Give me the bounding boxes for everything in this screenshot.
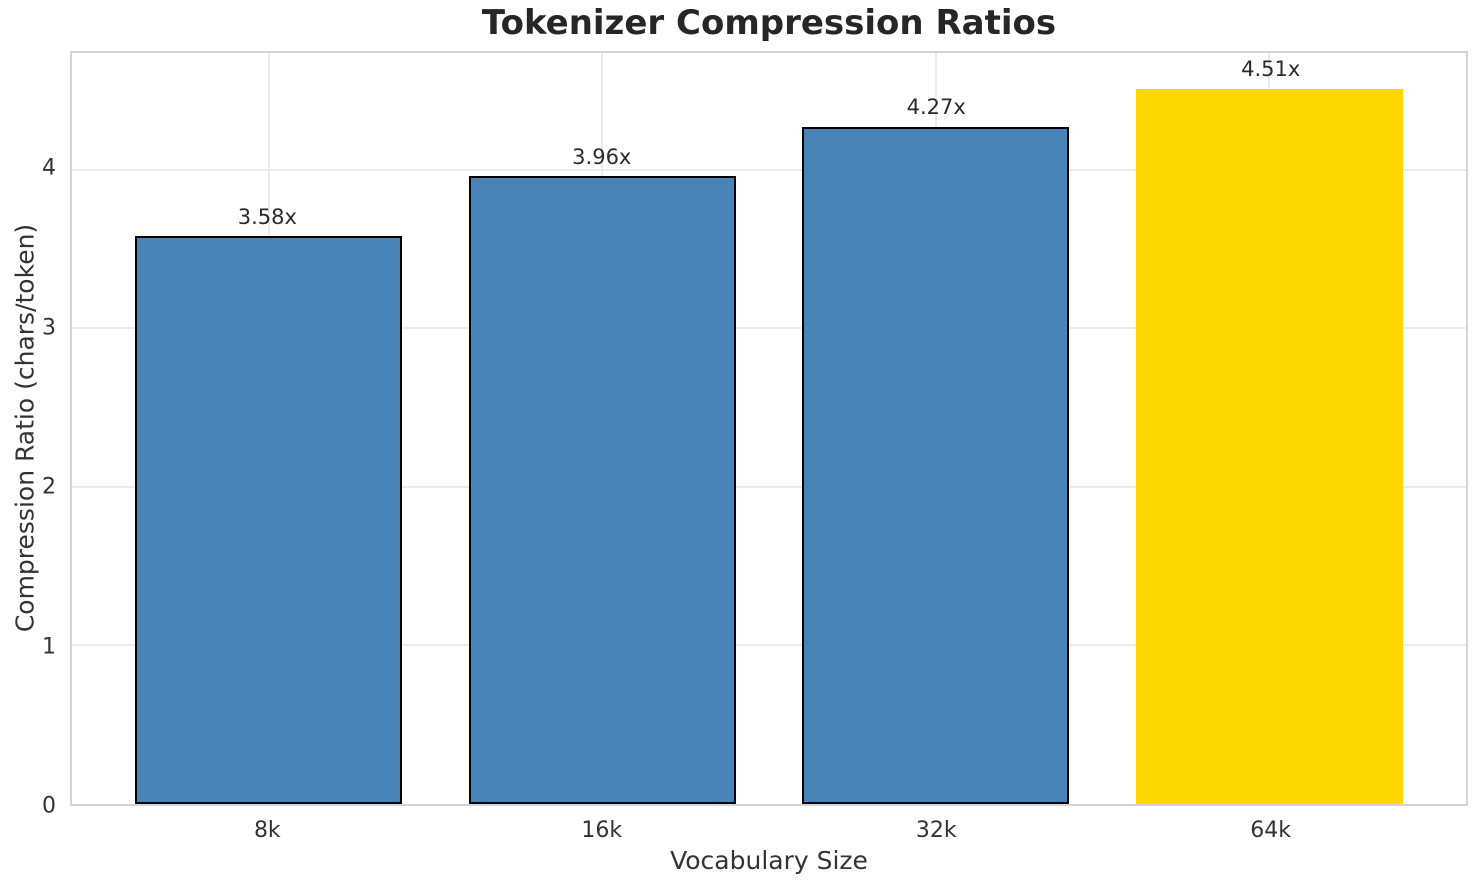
y-axis-label: Compression Ratio (chars/token): [10, 223, 40, 633]
bar-64k: [1135, 88, 1403, 804]
gridline-horizontal: [72, 485, 1466, 488]
bar-value-label: 4.27x: [906, 95, 966, 120]
x-tick-label: 8k: [253, 818, 281, 843]
x-tick-label: 64k: [1250, 818, 1292, 843]
y-tick-label: 0: [42, 793, 56, 819]
bar-value-label: 3.96x: [572, 144, 632, 169]
y-tick-label: 1: [42, 634, 56, 660]
gridline-horizontal: [72, 327, 1466, 330]
bar-layer: [72, 53, 1466, 804]
bar-value-label: 4.51x: [1241, 57, 1301, 82]
bar-value-label: 3.58x: [237, 205, 297, 230]
plot-area: [70, 51, 1468, 806]
y-tick-label: 3: [42, 315, 56, 341]
bar-16k: [468, 176, 736, 804]
gridline-horizontal: [72, 168, 1466, 171]
bar-32k: [802, 126, 1070, 804]
gridline-horizontal: [72, 644, 1466, 647]
x-tick-label: 32k: [915, 818, 957, 843]
y-tick-label: 2: [42, 474, 56, 500]
x-axis-label: Vocabulary Size: [670, 846, 868, 875]
y-tick-label: 4: [42, 155, 56, 181]
bar-8k: [135, 236, 403, 804]
chart-title: Tokenizer Compression Ratios: [481, 3, 1057, 43]
x-tick-label: 16k: [581, 818, 623, 843]
